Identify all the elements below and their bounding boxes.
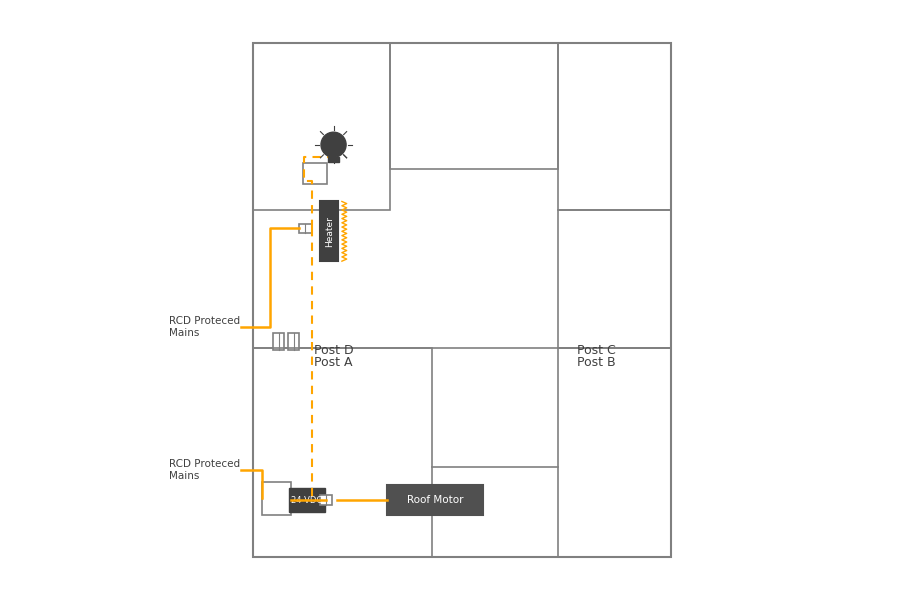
Text: RCD Proteced
Mains: RCD Proteced Mains [169,316,240,338]
Polygon shape [299,224,312,233]
Text: Post B: Post B [577,356,616,369]
Text: RCD Proteced
Mains: RCD Proteced Mains [169,460,240,481]
Text: Roof Motor: Roof Motor [407,495,464,505]
Polygon shape [320,202,338,261]
Text: Post A: Post A [314,356,353,369]
Text: Post C: Post C [577,344,616,357]
Polygon shape [288,334,299,350]
Polygon shape [303,163,327,184]
Polygon shape [387,485,482,515]
FancyBboxPatch shape [289,488,325,512]
Polygon shape [320,495,332,505]
Text: Heater: Heater [325,216,334,247]
Polygon shape [328,157,339,162]
Circle shape [321,132,347,157]
Text: 24 VDC: 24 VDC [291,496,322,505]
Polygon shape [262,482,291,515]
Polygon shape [274,334,284,350]
Text: Post D: Post D [314,344,354,357]
